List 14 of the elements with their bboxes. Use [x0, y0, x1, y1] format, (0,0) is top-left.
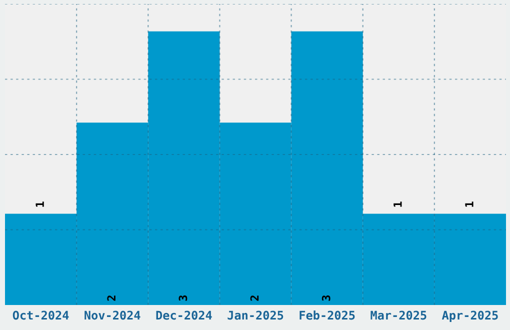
data-label: 3 — [322, 295, 330, 301]
x-tick-label: Mar-2025 — [370, 310, 426, 320]
x-tick-label: Jan-2025 — [228, 310, 284, 320]
data-label: 3 — [178, 295, 188, 301]
x-tick-label: Dec-2024 — [156, 310, 212, 320]
x-tick-label: Feb-2025 — [300, 310, 355, 320]
x-tick-label: Apr-2025 — [442, 310, 498, 322]
x-tick-label: Nov-2024 — [84, 310, 140, 320]
data-label: 2 — [250, 296, 259, 301]
data-label: 1 — [394, 202, 402, 207]
data-label: 2 — [107, 296, 116, 301]
data-label: 1 — [36, 202, 44, 207]
x-tick-label: Oct-2024 — [12, 310, 69, 320]
data-label: 1 — [465, 202, 474, 207]
